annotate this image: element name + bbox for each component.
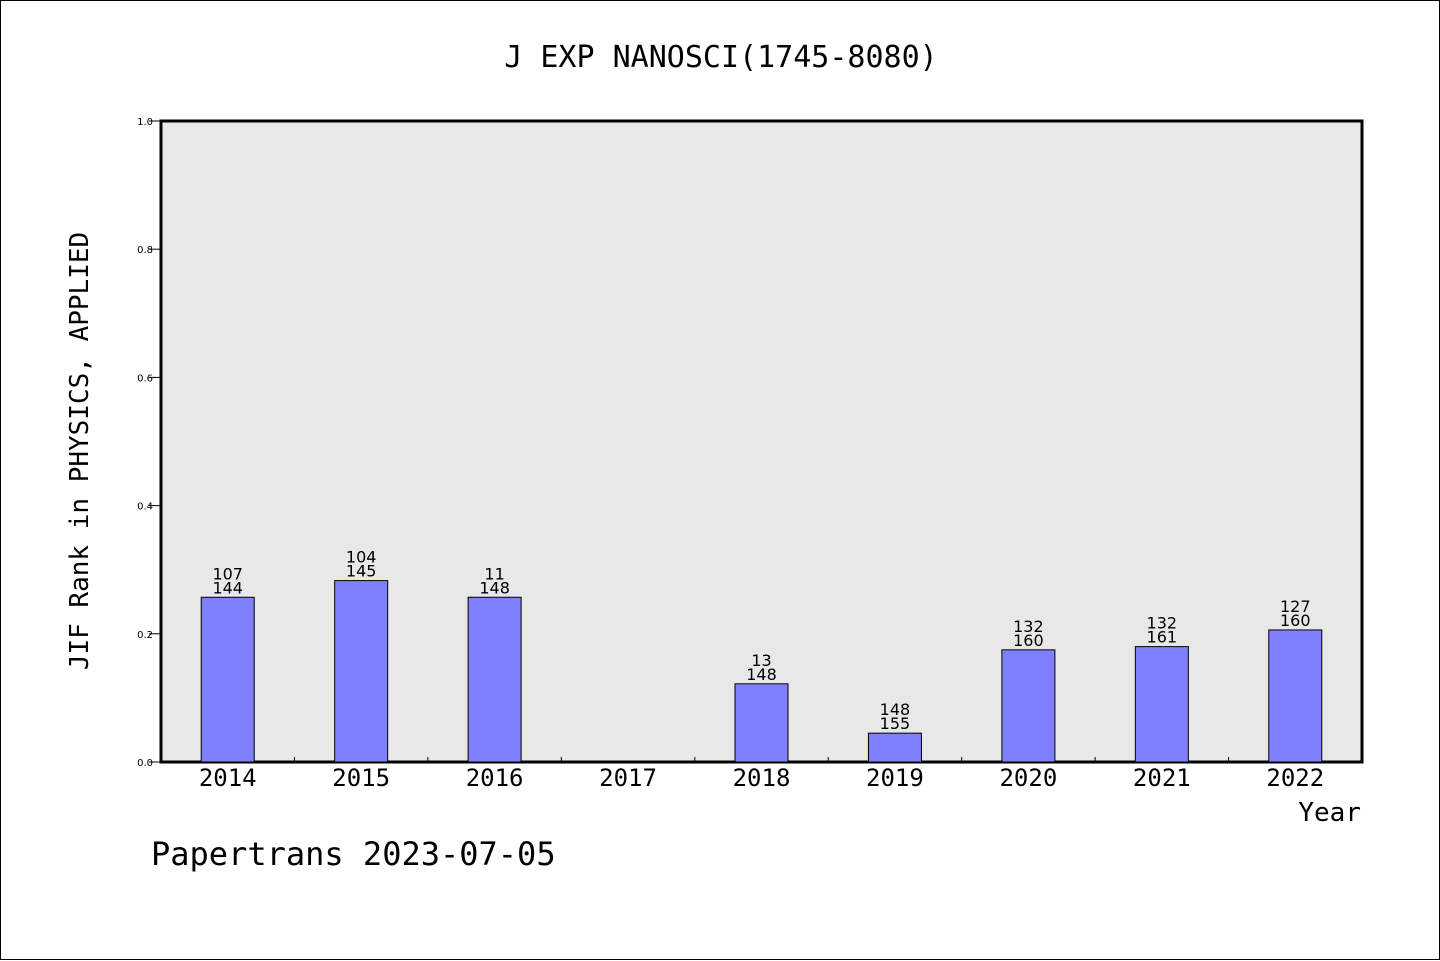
y-tick-label-4: 0.8	[137, 245, 153, 256]
x-tick-label-2019: 2019	[866, 764, 924, 792]
x-tick-label-2020: 2020	[999, 764, 1057, 792]
y-tick-label-5: 1.0	[137, 117, 153, 128]
rank-label-2019: 148	[880, 700, 911, 719]
x-tick-label-2021: 2021	[1133, 764, 1191, 792]
y-axis: 0.0 0.2 0.4 0.6 0.8 1.0	[137, 117, 161, 769]
total-label-2014: 144	[212, 578, 243, 597]
y-tick-label-0: 0.0	[137, 758, 153, 769]
rank-label-2022: 127	[1280, 597, 1311, 616]
x-tick-label-2022: 2022	[1266, 764, 1324, 792]
bar-2015	[334, 580, 389, 763]
x-tick-label-2016: 2016	[466, 764, 524, 792]
x-tick-label-2014: 2014	[199, 764, 257, 792]
rank-label-2018: 13	[751, 651, 771, 670]
bar-2021	[1134, 646, 1189, 763]
rank-label-2020: 132	[1013, 617, 1044, 636]
chart-title: J EXP NANOSCI(1745-8080)	[504, 40, 937, 75]
bar-2022	[1268, 629, 1323, 763]
y-tick-label-2: 0.4	[137, 502, 153, 513]
y-tick-label-3: 0.6	[137, 373, 153, 384]
bar-2018	[734, 683, 789, 763]
total-label-2020: 160	[1013, 631, 1044, 650]
x-axis: 2014 2015 2016 2017 2018 2019 2020 2021 2022	[199, 757, 1324, 792]
watermark: Papertrans 2023-07-05	[151, 835, 556, 873]
rank-label-2014: 107	[212, 564, 243, 583]
rank-label-2015: 104	[346, 548, 377, 567]
y-tick-label-1: 0.2	[137, 630, 153, 641]
total-label-2015: 145	[346, 562, 377, 581]
x-tick-label-2018: 2018	[733, 764, 791, 792]
x-tick-label-2017: 2017	[599, 764, 657, 792]
bar-2020	[1001, 649, 1056, 763]
total-label-2021: 161	[1147, 628, 1178, 647]
y-axis-label: JIF Rank in PHYSICS, APPLIED	[65, 232, 95, 670]
bar-2019	[867, 732, 922, 763]
total-label-2018: 148	[746, 665, 777, 684]
bar-2014	[200, 596, 255, 763]
total-label-2022: 160	[1280, 611, 1311, 630]
total-label-2016: 148	[479, 578, 510, 597]
x-axis-label: Year	[1298, 798, 1361, 828]
total-label-2019: 155	[880, 714, 911, 733]
rank-label-2021: 132	[1147, 614, 1178, 633]
rank-label-2016: 11	[484, 564, 504, 583]
bar-2016	[467, 596, 522, 763]
x-tick-label-2015: 2015	[332, 764, 390, 792]
